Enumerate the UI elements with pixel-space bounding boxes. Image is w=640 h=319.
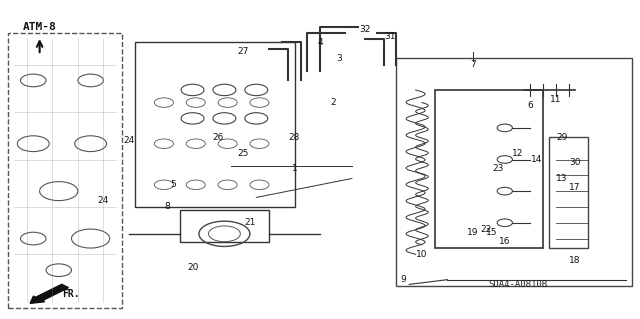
Text: 25: 25 [238,149,249,158]
Text: ATM-8: ATM-8 [23,22,56,32]
Text: 31: 31 [385,32,396,41]
Bar [396,58,632,286]
Text: 30: 30 [569,158,580,167]
Bar [8,33,122,308]
Text: 9: 9 [400,275,406,284]
Bar [135,42,294,207]
Text: 17: 17 [569,183,580,192]
Text: 26: 26 [212,133,224,142]
Text: 24: 24 [124,136,134,145]
Text: SDA4-A0810B: SDA4-A0810B [488,280,547,289]
Text: 8: 8 [164,203,170,211]
Text: 12: 12 [512,149,524,158]
Text: 13: 13 [556,174,568,183]
Text: 20: 20 [187,263,198,271]
Text: 21: 21 [244,218,255,227]
Text: 7: 7 [470,60,476,69]
Text: 29: 29 [556,133,568,142]
Text: 32: 32 [359,25,371,34]
Text: 3: 3 [336,54,342,63]
Text: 4: 4 [317,38,323,47]
Text: 16: 16 [499,237,511,246]
Text: 27: 27 [238,48,249,56]
Text: 24: 24 [98,196,109,205]
Text: 23: 23 [493,165,504,174]
Text: 18: 18 [569,256,580,265]
Text: 2: 2 [330,98,335,107]
Text: FR.: FR. [62,289,79,299]
Text: 14: 14 [531,155,542,164]
Text: 19: 19 [467,228,479,237]
Bar [435,90,543,248]
FancyArrow shape [30,284,68,303]
Text: 5: 5 [171,180,176,189]
Bar [180,210,269,242]
Text: 22: 22 [480,225,492,234]
Text: 10: 10 [416,250,428,259]
Bar [549,137,588,248]
Text: 11: 11 [550,95,561,104]
Text: 6: 6 [527,101,533,110]
Text: 28: 28 [289,133,300,142]
Text: 1: 1 [292,165,298,174]
Text: 15: 15 [486,228,498,237]
